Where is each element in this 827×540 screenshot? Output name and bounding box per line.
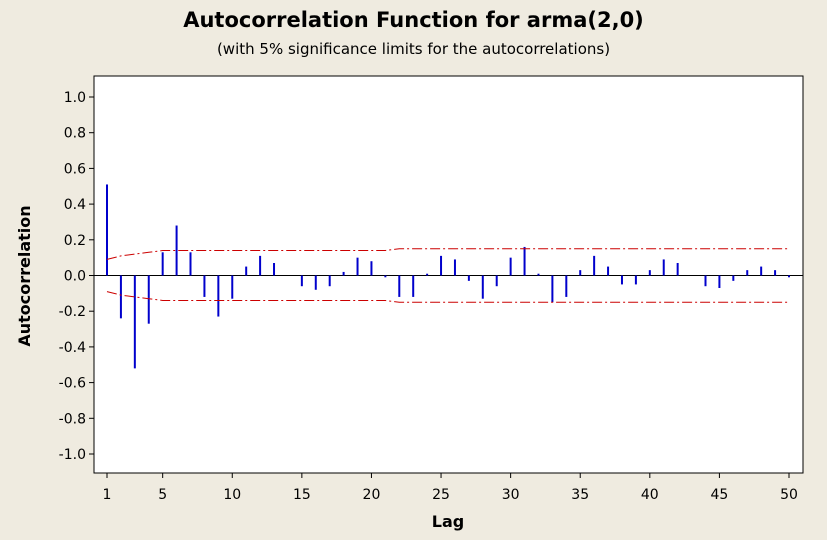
x-axis: 1 5 10 15 20 25 30 35 40 45 50 <box>103 473 798 503</box>
y-tick-label: -0.6 <box>59 376 86 392</box>
chart-title: Autocorrelation Function for arma(2,0) <box>183 8 644 32</box>
x-axis-label: Lag <box>432 512 464 531</box>
x-tick-label: 25 <box>432 487 450 503</box>
x-tick-label: 35 <box>571 487 589 503</box>
y-tick-label: 1.0 <box>64 90 86 106</box>
y-tick-label: 0.0 <box>64 269 86 285</box>
y-tick-label: -1.0 <box>59 447 86 463</box>
acf-bars <box>106 184 790 369</box>
x-tick-label: 15 <box>293 487 311 503</box>
x-tick-label: 20 <box>363 487 381 503</box>
x-tick-label: 1 <box>103 487 112 503</box>
x-tick-label: 45 <box>710 487 728 503</box>
y-tick-label: -0.2 <box>59 304 86 320</box>
y-tick-label: -0.8 <box>59 411 86 427</box>
y-tick-label: -0.4 <box>59 340 86 356</box>
x-tick-label: 10 <box>223 487 241 503</box>
y-tick-label: 0.6 <box>64 161 86 177</box>
x-tick-label: 30 <box>502 487 520 503</box>
x-tick-label: 40 <box>641 487 659 503</box>
y-axis-label: Autocorrelation <box>15 205 34 346</box>
plot-frame <box>93 75 804 474</box>
upper-significance-limit <box>106 248 789 260</box>
x-tick-label: 50 <box>780 487 798 503</box>
lower-significance-limit <box>106 291 789 303</box>
y-tick-label: 0.2 <box>64 233 86 249</box>
y-tick-label: 0.8 <box>64 126 86 142</box>
y-tick-label: 0.4 <box>64 197 86 213</box>
y-axis: 1.0 0.8 0.6 0.4 0.2 0.0 -0.2 -0.4 -0.6 -0.8 -1.0 <box>59 90 94 463</box>
significance-limits <box>106 248 789 303</box>
x-tick-label: 5 <box>158 487 167 503</box>
plot-area <box>93 75 804 474</box>
chart-subtitle: (with 5% significance limits for the aut… <box>216 40 611 58</box>
